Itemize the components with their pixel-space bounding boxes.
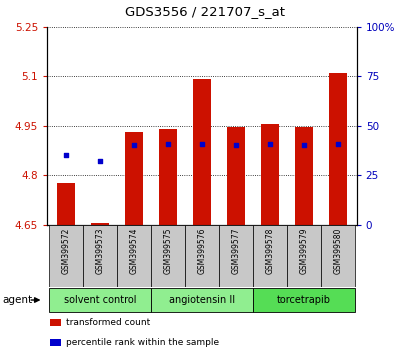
Point — [300, 143, 306, 148]
Point — [97, 159, 103, 164]
Bar — [117, 225, 151, 287]
Text: angiotensin II: angiotensin II — [169, 295, 234, 305]
Text: percentile rank within the sample: percentile rank within the sample — [65, 338, 218, 347]
Text: GSM399580: GSM399580 — [333, 227, 342, 274]
Point — [334, 141, 340, 146]
Text: GSM399576: GSM399576 — [197, 227, 206, 274]
Bar — [184, 225, 218, 287]
Bar — [328, 73, 346, 225]
Bar — [260, 124, 279, 225]
Text: GSM399577: GSM399577 — [231, 227, 240, 274]
Text: GSM399572: GSM399572 — [61, 227, 70, 274]
Bar — [90, 223, 109, 225]
Point — [198, 141, 204, 146]
Bar — [286, 225, 320, 287]
Point — [164, 141, 171, 146]
Bar — [158, 129, 177, 225]
Bar — [151, 225, 184, 287]
Text: GSM399574: GSM399574 — [129, 227, 138, 274]
Text: GSM399573: GSM399573 — [95, 227, 104, 274]
Bar — [252, 288, 354, 312]
Text: GSM399578: GSM399578 — [265, 227, 274, 274]
Point — [232, 143, 238, 148]
Text: torcetrapib: torcetrapib — [276, 295, 330, 305]
Bar — [49, 288, 151, 312]
Bar — [320, 225, 354, 287]
Bar — [50, 339, 61, 346]
Text: GSM399579: GSM399579 — [299, 227, 308, 274]
Point — [130, 143, 137, 148]
Bar — [294, 127, 312, 225]
Bar — [192, 79, 211, 225]
Text: GDS3556 / 221707_s_at: GDS3556 / 221707_s_at — [125, 5, 284, 18]
Text: GSM399575: GSM399575 — [163, 227, 172, 274]
Bar — [226, 127, 245, 225]
Point — [266, 141, 272, 146]
Bar — [252, 225, 286, 287]
Bar — [218, 225, 252, 287]
Bar — [49, 225, 83, 287]
Text: transformed count: transformed count — [65, 318, 150, 327]
Point — [63, 153, 69, 158]
Bar — [56, 183, 75, 225]
Bar — [83, 225, 117, 287]
Text: solvent control: solvent control — [63, 295, 136, 305]
Bar — [151, 288, 252, 312]
Text: agent: agent — [2, 295, 32, 305]
Bar — [124, 132, 143, 225]
Bar — [50, 319, 61, 326]
